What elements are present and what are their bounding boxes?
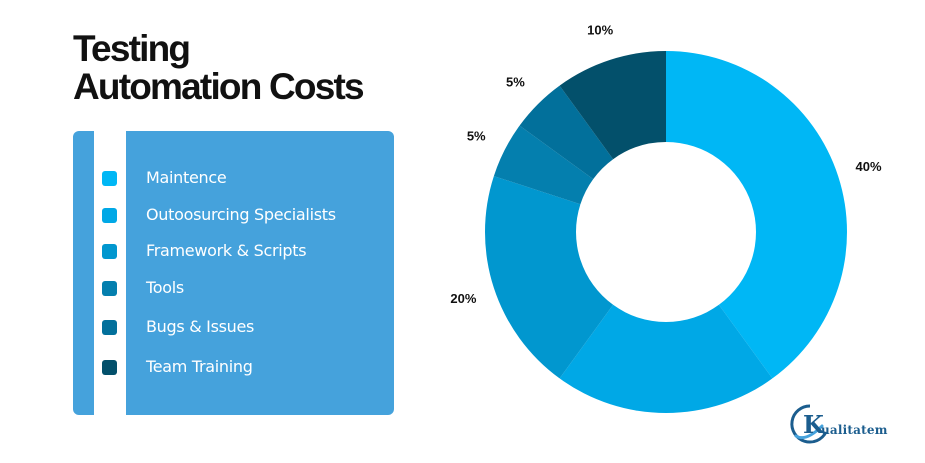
legend-item-outsourcing-specialists: Outoosurcing Specialists bbox=[73, 203, 394, 227]
slice-data-label: 5% bbox=[467, 128, 486, 143]
donut-slice-team-training bbox=[559, 51, 666, 160]
donut-slice-outoosurcing-specialists bbox=[559, 304, 773, 414]
logo-letter: K bbox=[803, 410, 825, 439]
legend-label: Bugs & Issues bbox=[146, 317, 255, 336]
legend-label: Framework & Scripts bbox=[146, 241, 307, 260]
legend-swatch bbox=[102, 171, 117, 186]
legend-panel: Maintence Outoosurcing Specialists Frame… bbox=[73, 131, 394, 415]
legend-item-bugs-issues: Bugs & Issues bbox=[73, 315, 394, 339]
title-line-1: Testing bbox=[73, 28, 191, 69]
slice-data-label: 40% bbox=[856, 159, 882, 174]
title-line-2: Automation Costs bbox=[73, 66, 365, 107]
legend-swatch bbox=[102, 244, 117, 259]
legend-swatch bbox=[102, 360, 117, 375]
legend-swatch bbox=[102, 320, 117, 335]
legend-item-tools: Tools bbox=[73, 276, 394, 300]
legend-swatch bbox=[102, 281, 117, 296]
slice-data-label: 10% bbox=[587, 22, 613, 37]
slice-data-label: 20% bbox=[653, 438, 679, 440]
slice-data-label: 20% bbox=[450, 291, 476, 306]
legend-label: Outoosurcing Specialists bbox=[146, 205, 336, 224]
legend-item-maintence: Maintence bbox=[73, 166, 394, 190]
legend-label: Tools bbox=[146, 278, 184, 297]
legend-swatch bbox=[102, 208, 117, 223]
donut-slice-maintence bbox=[666, 51, 847, 379]
logo-mark-icon: K bbox=[790, 404, 828, 444]
kualitatem-logo: K ualitatem bbox=[788, 402, 908, 446]
donut-slice-tools bbox=[493, 125, 594, 205]
slice-data-label: 5% bbox=[506, 74, 525, 89]
donut-slice-framework-scripts bbox=[485, 176, 614, 379]
page-title: Testing Automation Costs bbox=[73, 28, 365, 107]
legend-label: Maintence bbox=[146, 168, 227, 187]
legend-item-team-training: Team Training bbox=[73, 355, 394, 379]
donut-chart: 40% 20% 20% 5% 5% 10% bbox=[450, 22, 882, 440]
logo-text: ualitatem bbox=[821, 423, 888, 437]
donut-slice-bugs-issues bbox=[519, 85, 614, 180]
legend-item-framework-scripts: Framework & Scripts bbox=[73, 239, 394, 263]
legend-label: Team Training bbox=[146, 357, 253, 376]
